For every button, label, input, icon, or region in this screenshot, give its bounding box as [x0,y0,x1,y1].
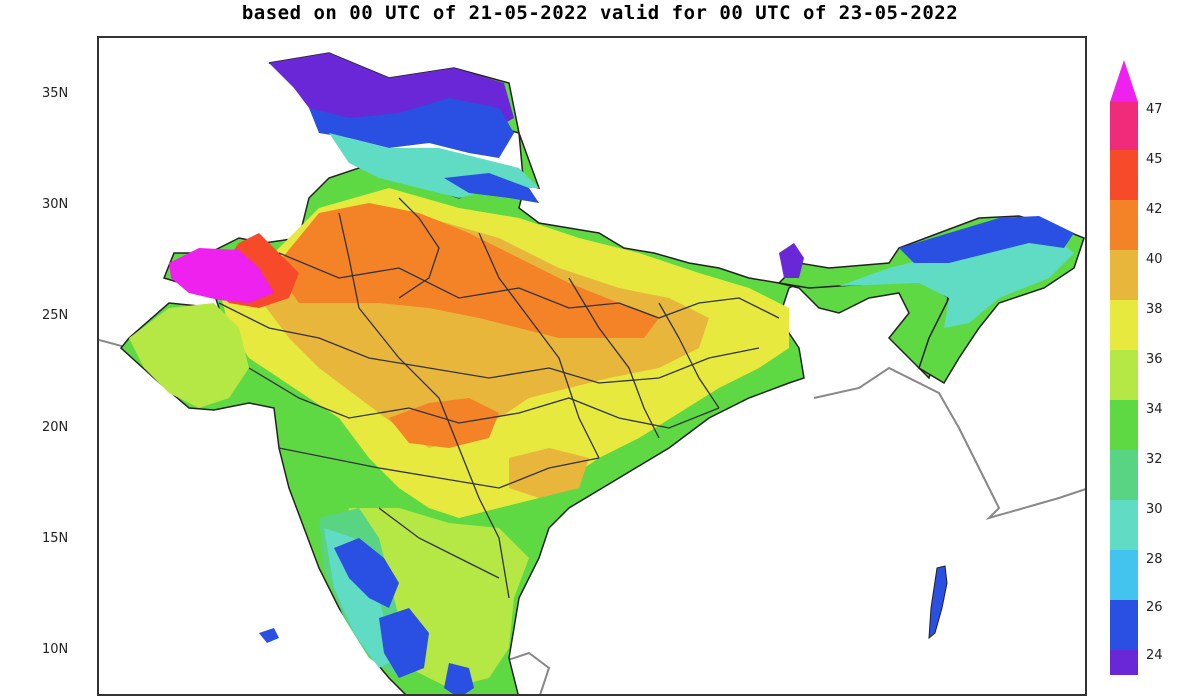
legend-label-26: 26 [1146,600,1163,615]
color-legend [1110,60,1138,675]
ne-blue [899,216,1074,263]
legend-segment-0 [1110,102,1138,150]
orange-zone [274,203,659,338]
legend-label-34: 34 [1146,402,1163,417]
ne-purple-tip [779,243,804,278]
legend-label-38: 38 [1146,302,1163,317]
legend-label-24: 24 [1146,648,1163,663]
legend-segment-8 [1110,500,1138,550]
legend-segment-9 [1110,550,1138,600]
india-map-svg [99,52,1085,694]
legend-segment-10 [1110,600,1138,650]
legend-label-28: 28 [1146,552,1163,567]
lat-label-20n: 20N [42,420,69,435]
magenta-zone [169,248,274,303]
legend-label-42: 42 [1146,202,1163,217]
north-blue [309,98,514,158]
south-blue-2 [379,608,429,678]
legend-label-47: 47 [1146,102,1163,117]
legend-top-triangle [1110,60,1138,102]
lat-label-35n: 35N [42,86,69,101]
legend-label-30: 30 [1146,502,1163,517]
legend-segment-3 [1110,250,1138,300]
lat-label-25n: 25N [42,308,69,323]
temperature-map [97,36,1087,696]
legend-label-45: 45 [1146,152,1163,167]
legend-segment-1 [1110,150,1138,200]
legend-label-40: 40 [1146,252,1163,267]
state-boundaries [218,197,780,599]
legend-segment-7 [1110,450,1138,500]
andaman-islands [928,565,948,640]
lat-label-15n: 15N [42,531,69,546]
north-blue-2 [444,173,539,203]
map-title: based on 00 UTC of 21-05-2022 valid for … [241,2,959,24]
legend-bar-svg [1110,60,1138,675]
south-blue-1 [334,538,399,608]
gujarat-green [129,303,249,408]
south-green [339,508,529,688]
legend-segment-4 [1110,300,1138,350]
legend-label-36: 36 [1146,352,1163,367]
lakshadweep [259,628,279,643]
legend-segment-5 [1110,350,1138,400]
orange-spot-south [509,448,589,498]
lat-label-30n: 30N [42,197,69,212]
lat-label-10n: 10N [42,642,69,657]
legend-segment-6 [1110,400,1138,450]
legend-segment-2 [1110,200,1138,250]
ne-cyan [839,228,1074,328]
legend-segment-11 [1110,650,1138,675]
legend-label-32: 32 [1146,452,1163,467]
